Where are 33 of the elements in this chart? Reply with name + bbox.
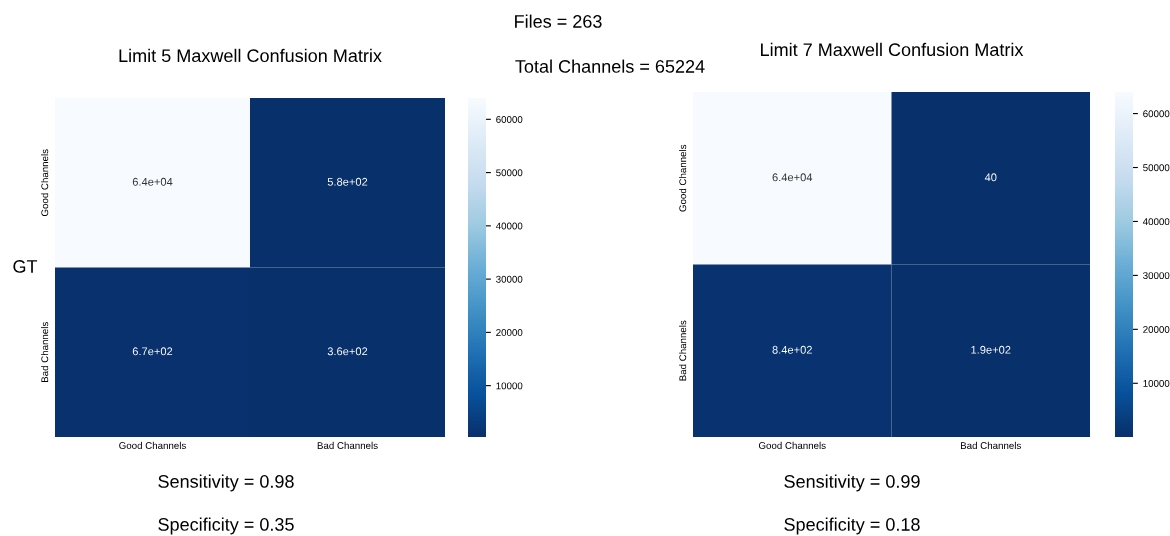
data-label: 1.9e+02: [971, 345, 1011, 354]
color-bar-label: 50000: [496, 169, 523, 177]
text: GT: [13, 260, 38, 273]
chart-title: Limit 7 Maxwell Confusion Matrix: [761, 42, 1024, 57]
text: Files = 263: [515, 14, 602, 28]
data-label: 5.8e+02: [327, 177, 368, 186]
x-tick-label: Good Channels: [758, 441, 826, 449]
color-bar-label: 40000: [1142, 218, 1170, 226]
color-bar-label: 50000: [1143, 164, 1170, 172]
x-tick-label: Good Channels: [119, 441, 186, 449]
data-label: 3.6e+02: [327, 347, 368, 356]
x-tick-label: Bad Channels: [961, 441, 1021, 449]
color-bar-label: 10000: [1143, 380, 1170, 387]
color-bar-label: 60000: [1143, 110, 1170, 118]
text: Total Channels = 65224: [515, 59, 705, 73]
color-bar-label: 30000: [496, 275, 523, 283]
color-bar-label: 20000: [1143, 326, 1170, 333]
text: Sensitivity = 0.99: [784, 474, 920, 492]
data-label: 40: [984, 173, 997, 182]
chart-title: Limit 5 Maxwell Confusion Matrix: [119, 48, 382, 63]
color-bar-label: 60000: [496, 116, 523, 123]
data-label: 6.4e+04: [132, 177, 173, 186]
x-tick-label: Bad Channels: [317, 441, 378, 449]
text: Specificity = 0.35: [158, 517, 294, 535]
color-bar-label: 10000: [496, 382, 523, 390]
data-label: 6.7e+02: [132, 347, 173, 356]
text: Sensitivity = 0.98: [158, 474, 294, 492]
color-bar-label: 20000: [496, 329, 523, 336]
color-bar-label: 40000: [495, 222, 523, 230]
data-label: 8.4e+02: [772, 345, 812, 354]
color-bar-label: 30000: [1143, 272, 1170, 280]
data-label: 6.4e+04: [772, 173, 813, 182]
text: Specificity = 0.18: [784, 517, 920, 535]
